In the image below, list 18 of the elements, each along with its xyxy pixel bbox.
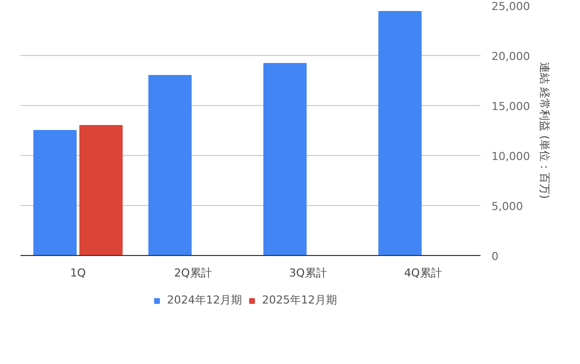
x-tick-label: 4Q累計 xyxy=(404,266,442,280)
y-tick-label: 20,000 xyxy=(492,50,530,63)
x-tick-label: 2Q累計 xyxy=(174,266,212,280)
x-tick-label: 3Q累計 xyxy=(289,266,327,280)
bar xyxy=(33,130,77,256)
y-tick-label: 5,000 xyxy=(492,200,523,213)
y-axis-title: 連結 経常利益 (単位：百万) xyxy=(538,62,551,199)
y-tick-label: 10,000 xyxy=(492,150,530,163)
legend-label: 2025年12月期 xyxy=(262,292,337,308)
y-tick-label: 25,000 xyxy=(492,0,530,13)
y-tick-label: 15,000 xyxy=(492,100,530,113)
x-tick-label: 1Q xyxy=(70,266,86,280)
y-tick-label: 0 xyxy=(492,250,498,263)
bar xyxy=(148,75,192,256)
legend-label: 2024年12月期 xyxy=(167,292,242,308)
bar xyxy=(378,11,422,256)
bar xyxy=(263,63,307,256)
bar xyxy=(79,125,123,256)
